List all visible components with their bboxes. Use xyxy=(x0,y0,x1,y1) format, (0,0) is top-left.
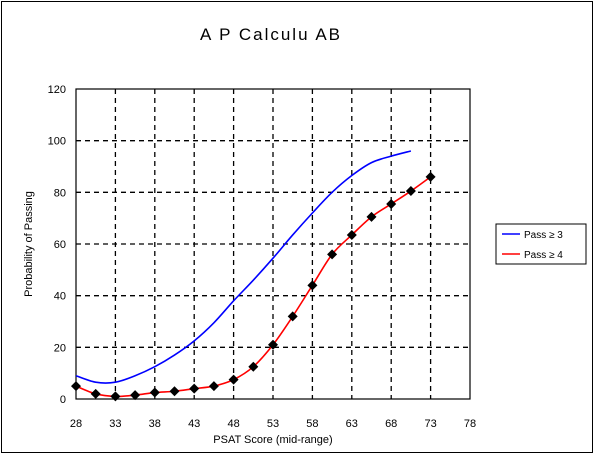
x-tick-label: 38 xyxy=(149,418,161,430)
y-tick-label: 0 xyxy=(60,394,66,406)
series-2-point xyxy=(425,171,436,182)
legend: Pass ≥ 3 Pass ≥ 4 xyxy=(495,223,587,265)
x-tick-label: 58 xyxy=(306,418,318,430)
x-tick-label: 73 xyxy=(424,418,436,430)
x-tick-label: 43 xyxy=(188,418,200,430)
x-tick-label: 48 xyxy=(227,418,239,430)
x-tick-labels: 28 33 38 43 48 53 58 63 68 73 78 xyxy=(70,418,476,430)
grid xyxy=(76,89,470,399)
y-tick-label: 80 xyxy=(54,187,66,199)
legend-label-series-1: Pass ≥ 3 xyxy=(524,230,563,241)
y-tick-label: 60 xyxy=(54,239,66,251)
series-2-point xyxy=(208,381,219,392)
x-tick-label: 28 xyxy=(70,418,82,430)
series-2-point xyxy=(248,361,259,372)
x-tick-label: 78 xyxy=(464,418,476,430)
series-2-point xyxy=(228,374,239,385)
chart-title: A P Calculu AB xyxy=(200,25,342,44)
x-tick-label: 33 xyxy=(109,418,121,430)
series-2-point xyxy=(130,390,141,401)
x-tick-label: 63 xyxy=(346,418,358,430)
series-2-point xyxy=(71,381,81,392)
series-2-point xyxy=(346,229,357,240)
series-2-point xyxy=(386,198,397,209)
x-axis-title: PSAT Score (mid-range) xyxy=(213,434,332,446)
x-tick-label: 53 xyxy=(267,418,279,430)
series-2-point xyxy=(110,391,121,402)
series-2-point xyxy=(327,249,338,260)
y-tick-labels: 0 20 40 60 80 100 120 xyxy=(48,84,66,406)
series-layer xyxy=(71,150,436,402)
legend-box xyxy=(495,223,587,265)
y-tick-label: 40 xyxy=(54,291,66,303)
series-2-point xyxy=(189,383,200,394)
series-2-point xyxy=(90,388,101,399)
legend-label-series-2: Pass ≥ 4 xyxy=(524,250,563,261)
series-2-point xyxy=(287,311,298,322)
y-tick-label: 120 xyxy=(48,84,66,96)
y-tick-label: 100 xyxy=(48,136,66,148)
series-2-point xyxy=(366,211,377,222)
y-tick-label: 20 xyxy=(54,342,66,354)
series-2-point xyxy=(149,387,160,398)
series-line-1 xyxy=(75,150,412,384)
series-2-point xyxy=(169,386,180,397)
series-2-point xyxy=(307,280,318,291)
series-2-point xyxy=(405,186,416,197)
series-2-point xyxy=(268,339,278,350)
x-tick-label: 68 xyxy=(385,418,397,430)
y-axis-title: Probability of Passing xyxy=(23,191,35,297)
